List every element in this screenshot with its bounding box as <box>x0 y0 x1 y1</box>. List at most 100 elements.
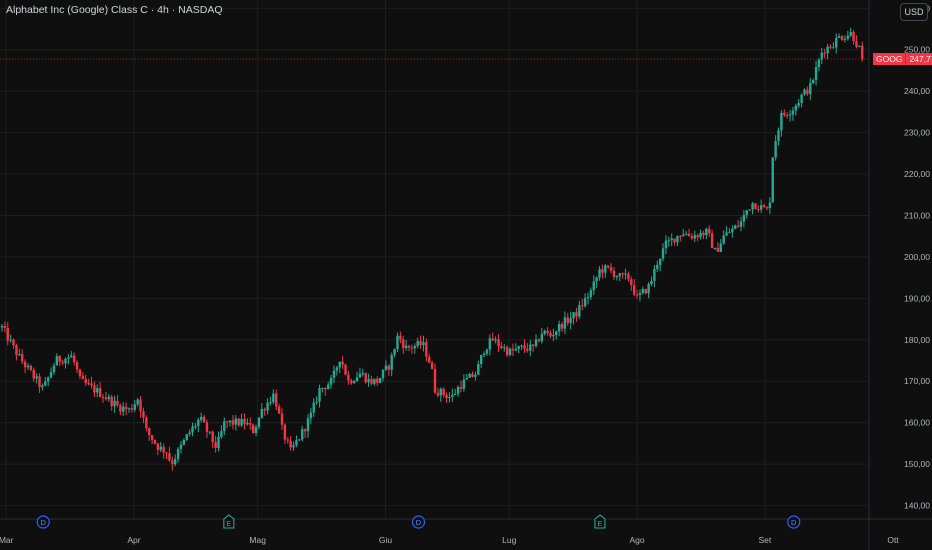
candle <box>376 376 379 386</box>
candle <box>272 389 275 405</box>
x-tick-label: Ott <box>887 535 899 545</box>
candle <box>586 292 590 305</box>
candle <box>96 384 99 398</box>
candle <box>81 371 85 380</box>
candle <box>829 44 832 49</box>
candle <box>122 402 125 417</box>
candle <box>312 398 315 418</box>
candle <box>104 391 108 401</box>
y-axis: 140,00 150,00 160,00 170,00 180,00 190,00 200,… <box>0 3 930 511</box>
candle <box>482 351 486 358</box>
x-tick-label: Mar <box>0 535 14 545</box>
candle <box>849 28 852 38</box>
candle <box>364 372 367 384</box>
candle <box>396 332 399 353</box>
candle <box>298 439 301 442</box>
candle <box>690 233 694 241</box>
earnings-marker[interactable]: E <box>594 514 606 529</box>
candle <box>794 103 798 116</box>
x-tick-label: Giu <box>379 535 393 545</box>
candle <box>855 35 858 49</box>
candle <box>341 355 344 369</box>
currency-button[interactable]: USD <box>900 3 928 21</box>
candle <box>448 392 451 403</box>
candle <box>529 340 532 357</box>
candle <box>526 343 529 353</box>
candle <box>292 441 295 451</box>
candle <box>537 338 541 343</box>
candle <box>817 58 821 72</box>
candle <box>338 361 341 374</box>
candle <box>269 396 272 406</box>
svg-text:D: D <box>41 518 47 527</box>
candle <box>788 109 792 122</box>
candle <box>609 263 613 274</box>
candle <box>29 364 33 372</box>
candle <box>780 110 783 137</box>
earnings-marker[interactable]: E <box>223 514 235 529</box>
candle <box>832 42 835 49</box>
y-tick-label: 210,00 <box>904 210 930 220</box>
candle <box>84 374 87 386</box>
candle <box>751 201 754 215</box>
dividend-marker[interactable]: D <box>787 515 801 529</box>
candle <box>251 423 255 434</box>
candle <box>806 86 809 97</box>
x-tick-label: Apr <box>127 535 140 545</box>
x-tick-label: Lug <box>502 535 516 545</box>
candle <box>549 330 552 339</box>
candle <box>399 331 402 344</box>
candle <box>90 376 93 389</box>
candle <box>765 206 769 211</box>
candle <box>199 412 203 423</box>
candle <box>436 387 440 398</box>
candle <box>257 417 261 430</box>
candle <box>754 203 757 210</box>
candle <box>46 376 50 387</box>
candle <box>188 429 191 437</box>
dividend-marker[interactable]: D <box>411 515 426 529</box>
candle <box>303 428 307 438</box>
candle <box>433 363 437 394</box>
candle <box>387 364 391 376</box>
y-tick-label: 160,00 <box>904 418 930 428</box>
candle <box>638 289 642 302</box>
candle <box>742 209 746 228</box>
candle <box>413 343 416 354</box>
candle <box>93 381 96 397</box>
candle <box>479 354 483 369</box>
candle <box>823 48 826 59</box>
candle <box>485 348 489 356</box>
y-tick-label: 240,00 <box>904 86 930 96</box>
candle <box>306 414 310 438</box>
candle <box>552 328 555 342</box>
candle <box>725 226 728 237</box>
candle <box>254 424 258 437</box>
candle <box>777 127 780 146</box>
candle <box>179 441 183 454</box>
candle <box>52 362 56 375</box>
candle <box>511 343 515 356</box>
candle <box>301 425 304 442</box>
candle <box>225 420 229 429</box>
candle <box>503 344 506 352</box>
dividend-marker[interactable]: D <box>36 515 50 529</box>
candle <box>329 375 333 389</box>
candle <box>607 265 610 269</box>
candle <box>497 334 500 352</box>
candle <box>309 407 313 424</box>
candle <box>840 35 844 42</box>
candle <box>315 396 318 405</box>
candle <box>572 312 575 325</box>
svg-text:E: E <box>226 519 231 528</box>
candle <box>699 229 702 240</box>
candle <box>41 383 44 391</box>
candle <box>136 397 139 407</box>
x-tick-label: Set <box>759 535 772 545</box>
candle <box>208 431 212 435</box>
svg-text:D: D <box>416 518 422 527</box>
candle <box>98 381 102 398</box>
y-tick-label: 180,00 <box>904 335 930 345</box>
